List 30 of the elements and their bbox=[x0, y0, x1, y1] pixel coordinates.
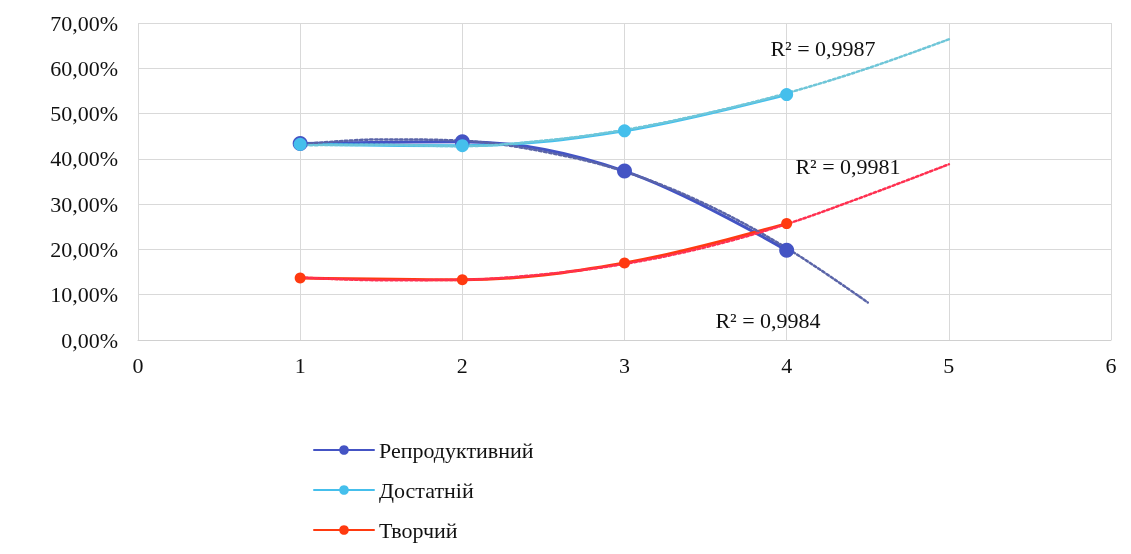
legend-label: Творчий bbox=[379, 517, 458, 543]
point bbox=[617, 163, 632, 179]
x-tick-label: 3 bbox=[619, 352, 630, 378]
point bbox=[781, 218, 793, 230]
point bbox=[294, 272, 306, 284]
x-tick-label: 2 bbox=[456, 352, 468, 378]
y-tick-label: 70,00% bbox=[50, 10, 118, 36]
annotation: R² = 0,9987 bbox=[770, 35, 876, 61]
point bbox=[618, 124, 631, 138]
x-tick-label: 6 bbox=[1105, 352, 1117, 378]
x-tick-label: 1 bbox=[294, 352, 306, 378]
point bbox=[619, 257, 630, 269]
point bbox=[456, 274, 468, 286]
point bbox=[779, 242, 795, 258]
legend-label: Достатній bbox=[379, 477, 474, 503]
y-tick-label: 60,00% bbox=[50, 55, 118, 81]
annotation: R² = 0,9984 bbox=[715, 307, 821, 333]
point bbox=[455, 139, 469, 153]
y-tick-label: 40,00% bbox=[50, 146, 118, 172]
annotation: R² = 0,9981 bbox=[795, 153, 901, 179]
y-tick-label: 10,00% bbox=[50, 282, 118, 308]
y-tick-label: 20,00% bbox=[50, 236, 118, 262]
legend-label: Репродуктивний bbox=[379, 437, 534, 463]
y-tick-label: 30,00% bbox=[50, 191, 118, 217]
y-tick-label: 0,00% bbox=[61, 327, 118, 353]
x-tick-label: 5 bbox=[943, 352, 955, 378]
point bbox=[780, 88, 794, 102]
x-tick-label: 0 bbox=[132, 352, 144, 378]
x-tick-label: 4 bbox=[781, 352, 793, 378]
y-tick-label: 50,00% bbox=[50, 101, 118, 127]
